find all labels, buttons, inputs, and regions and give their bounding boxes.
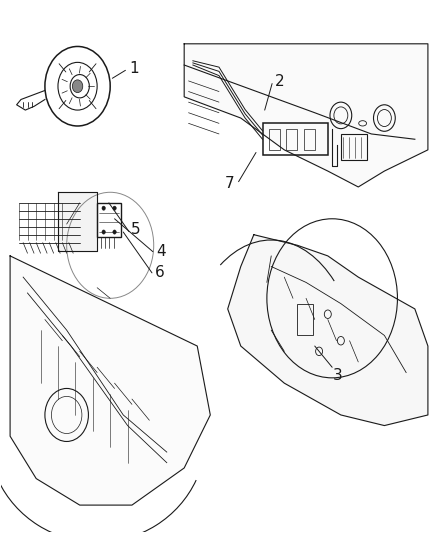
Text: 1: 1 bbox=[130, 61, 139, 76]
Circle shape bbox=[102, 230, 106, 234]
Text: 3: 3 bbox=[333, 368, 343, 383]
Bar bbox=[341, 134, 367, 160]
Text: 5: 5 bbox=[131, 222, 141, 237]
Polygon shape bbox=[184, 44, 428, 187]
Bar bbox=[304, 128, 315, 150]
Polygon shape bbox=[228, 235, 428, 425]
Circle shape bbox=[113, 230, 116, 234]
Bar bbox=[262, 123, 328, 155]
Bar bbox=[269, 128, 280, 150]
Circle shape bbox=[102, 206, 106, 211]
Text: 7: 7 bbox=[225, 176, 234, 191]
Bar bbox=[297, 304, 313, 335]
Circle shape bbox=[113, 206, 116, 211]
Circle shape bbox=[72, 80, 83, 93]
Bar bbox=[286, 128, 297, 150]
Text: 2: 2 bbox=[275, 75, 284, 90]
Polygon shape bbox=[58, 192, 97, 251]
Text: 6: 6 bbox=[155, 265, 164, 280]
Text: 4: 4 bbox=[156, 244, 166, 259]
Polygon shape bbox=[10, 256, 210, 505]
Bar bbox=[97, 203, 121, 237]
